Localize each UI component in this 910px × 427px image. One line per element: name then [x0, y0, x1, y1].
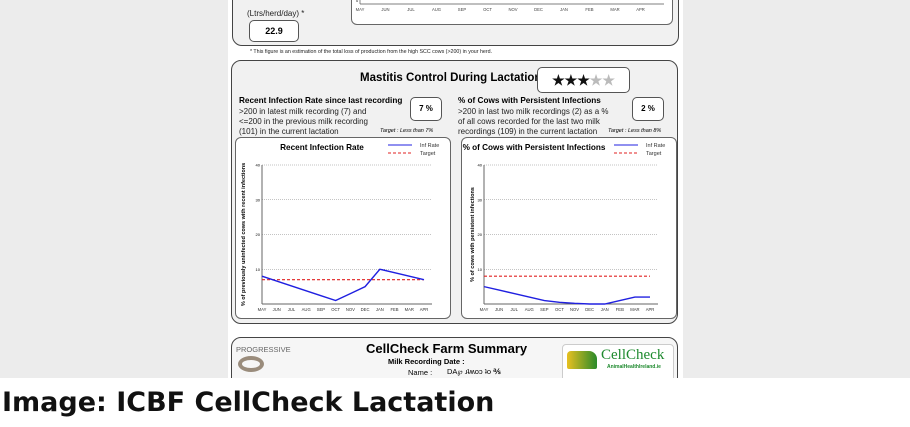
star-empty-icon: ★: [602, 72, 615, 88]
x-tick-label: NOV: [508, 7, 517, 12]
x-tick-label: OCT: [555, 307, 564, 312]
y-tick-label: 30: [478, 197, 483, 202]
summary-title: CellCheck Farm Summary: [366, 341, 528, 356]
y-tick-label: 30: [256, 197, 261, 202]
star-filled-icon: ★: [552, 72, 565, 88]
x-tick-label: DEC: [361, 307, 370, 312]
name-value: DA℘ ɹʇʍoɔ ʇo ℁: [447, 367, 501, 376]
series-line-inf-rate: [261, 268, 425, 302]
footnote: * This figure is an estimation of the to…: [250, 49, 493, 55]
persistent-target: Target : Less than 8%: [608, 128, 662, 134]
x-tick-label: FEB: [585, 7, 593, 12]
legend-label: Target: [420, 151, 436, 157]
chart-title: Recent Infection Rate: [280, 143, 364, 152]
x-tick-label: MAY: [258, 307, 267, 312]
lactation-title: Mastitis Control During Lactation: [360, 72, 542, 84]
x-tick-label: NOV: [570, 307, 579, 312]
y-tick-label: 0: [356, 0, 359, 3]
x-tick-label: MAR: [610, 7, 619, 12]
loss-value-box: 22.9: [249, 20, 299, 42]
recent-desc-2: <=200 in the previous milk recording: [239, 117, 368, 126]
x-tick-label: AUG: [302, 307, 311, 312]
x-tick-label: JUL: [510, 307, 518, 312]
x-tick-label: APR: [636, 7, 645, 12]
recent-desc-3: (101) in the current lactation: [239, 127, 339, 136]
x-tick-label: SEP: [317, 307, 326, 312]
x-tick-label: MAY: [356, 7, 365, 12]
recent-desc-1: >200 in latest milk recording (7) and: [239, 107, 367, 116]
star-rating: ★★★★★: [537, 67, 630, 93]
series-line-inf-rate: [483, 285, 650, 305]
x-tick-label: AUG: [432, 7, 441, 12]
x-tick-label: MAR: [405, 307, 414, 312]
cellcheck-logo: CellCheck AnimalHealthIreland.ie: [562, 344, 674, 378]
og-logo-icon: [238, 356, 264, 372]
y-tick-label: 10: [256, 267, 261, 272]
x-tick-label: APR: [420, 307, 429, 312]
progressive-logo: PROGRESSIVE: [236, 345, 291, 354]
x-tick-label: SEP: [540, 307, 549, 312]
y-tick-label: 40: [256, 163, 261, 168]
persistent-desc-1: >200 in last two milk recordings (2) as …: [458, 107, 609, 116]
chart-title: % of Cows with Persistent Infections: [463, 143, 606, 152]
recent-value-box: 7 %: [410, 97, 442, 121]
production-loss-panel: (Ltrs/herd/day) * 22.9 0 MAY JUN JUL AUG SEP O…: [232, 0, 679, 46]
star-empty-icon: ★: [589, 72, 603, 88]
persistent-desc-3: recordings (109) in the current lactatio…: [458, 127, 598, 136]
legend-label: Inf Rate: [646, 143, 665, 149]
x-tick-label: MAR: [630, 307, 639, 312]
x-tick-label: APR: [646, 307, 655, 312]
star-filled-icon: ★: [564, 72, 578, 88]
y-tick-label: 20: [256, 232, 261, 237]
x-tick-label: FEB: [616, 307, 624, 312]
y-tick-label: 20: [478, 232, 483, 237]
x-tick-label: OCT: [331, 307, 340, 312]
x-tick-label: JUN: [381, 7, 389, 12]
persistent-desc-2: of all cows recorded for the last two mi…: [458, 117, 600, 126]
persistent-heading: % of Cows with Persistent Infections: [458, 96, 601, 105]
cellcheck-url: AnimalHealthIreland.ie: [607, 364, 661, 370]
farm-summary-panel: PROGRESSIVE CellCheck Farm Summary Milk …: [231, 337, 678, 378]
name-label: Name :: [408, 368, 433, 377]
lactation-panel: Mastitis Control During Lactation ★★★★★ …: [231, 60, 678, 324]
x-tick-label: JUL: [407, 7, 415, 12]
x-tick-label: SEP: [458, 7, 467, 12]
y-axis-label: % of cows with persistent infections: [470, 187, 476, 282]
y-tick-label: 10: [478, 267, 483, 272]
document-image: (Ltrs/herd/day) * 22.9 0 MAY JUN JUL AUG SEP O…: [228, 0, 683, 378]
x-tick-label: MAY: [480, 307, 489, 312]
x-tick-label: DEC: [585, 307, 594, 312]
recent-heading: Recent Infection Rate since last recordi…: [239, 96, 403, 105]
unit-label: (Ltrs/herd/day) *: [247, 9, 305, 18]
legend-label: Target: [646, 151, 662, 157]
x-tick-label: NOV: [346, 307, 355, 312]
legend-label: Inf Rate: [420, 143, 439, 149]
x-tick-label: JAN: [376, 307, 384, 312]
date-label: Milk Recording Date :: [388, 357, 465, 366]
star-filled-icon: ★: [577, 72, 590, 88]
image-caption: Image: ICBF CellCheck Lactation: [2, 387, 495, 418]
persistent-infection-chart: % of Cows with Persistent Infections Inf …: [461, 137, 677, 319]
x-tick-label: OCT: [483, 7, 492, 12]
x-tick-label: JUN: [495, 307, 503, 312]
recent-target: Target : Less than 7%: [380, 128, 434, 134]
monthly-chart: 0 MAY JUN JUL AUG SEP OCT NOV DEC JAN FEB MAR APR: [351, 0, 673, 25]
y-tick-label: 40: [478, 163, 483, 168]
persistent-value-box: 2 %: [632, 97, 664, 121]
x-tick-label: JAN: [601, 307, 609, 312]
x-tick-label: AUG: [525, 307, 534, 312]
cellcheck-brand: CellCheck: [601, 347, 665, 363]
x-tick-label: JUN: [273, 307, 281, 312]
y-axis-label: % of previously uninfected cows with rec…: [241, 163, 247, 306]
recent-infection-chart: Recent Infection Rate Inf Rate Target 10 20 3…: [235, 137, 451, 319]
cow-icon: [567, 351, 597, 369]
x-tick-label: DEC: [534, 7, 543, 12]
x-tick-label: FEB: [390, 307, 398, 312]
x-tick-label: JUL: [288, 307, 296, 312]
x-tick-label: JAN: [560, 7, 568, 12]
